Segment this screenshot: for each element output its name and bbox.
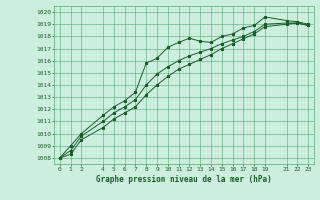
X-axis label: Graphe pression niveau de la mer (hPa): Graphe pression niveau de la mer (hPa) <box>96 175 272 184</box>
